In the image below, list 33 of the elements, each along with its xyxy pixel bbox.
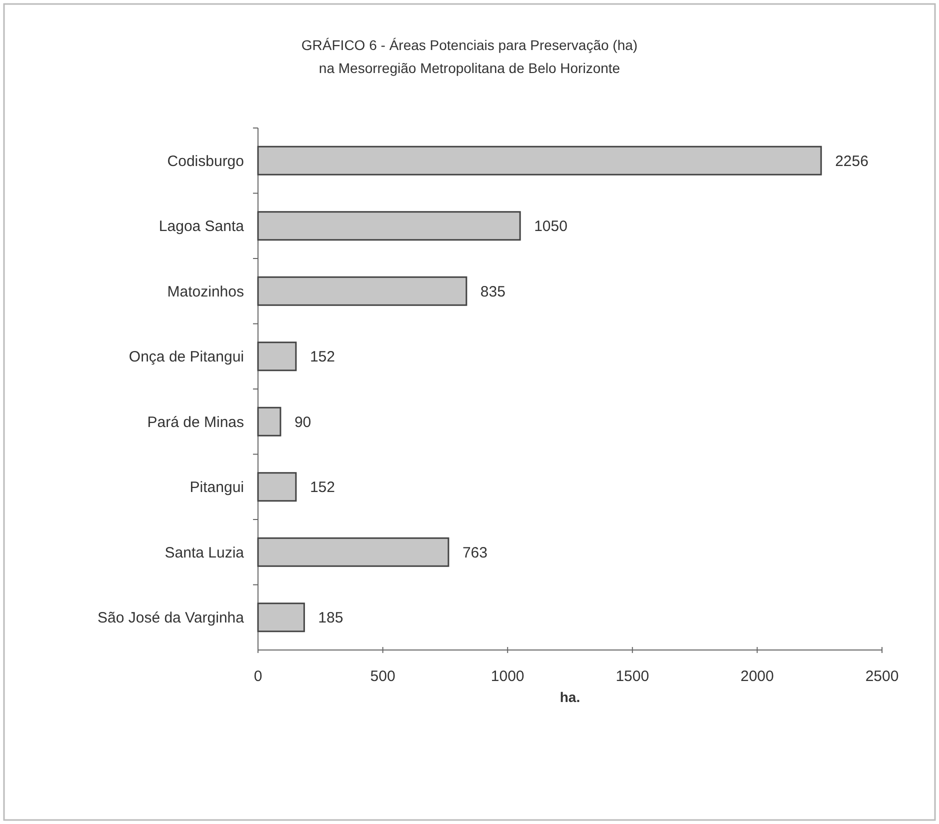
data-label: 90 — [294, 414, 312, 431]
data-label: 2256 — [835, 152, 868, 170]
x-tick-label: 1500 — [616, 668, 650, 685]
y-tick-label: Codisburgo — [167, 152, 244, 170]
y-tick-label: São José da Varginha — [98, 610, 245, 627]
y-tick-label: Pitangui — [190, 479, 244, 496]
x-axis-title: ha. — [560, 689, 580, 705]
data-label: 152 — [310, 479, 335, 496]
data-label: 1050 — [534, 218, 568, 236]
x-tick-label: 1000 — [490, 668, 524, 685]
bar — [257, 537, 450, 567]
data-label: 152 — [310, 348, 335, 366]
x-tick-label: 2000 — [740, 668, 774, 685]
bar — [257, 472, 297, 502]
bar — [257, 602, 305, 632]
bar — [257, 406, 282, 436]
y-tick-label: Pará de Minas — [147, 414, 244, 431]
x-tick-label: 500 — [370, 668, 396, 685]
y-tick-label: Matozinhos — [167, 283, 244, 300]
chart-title: GRÁFICO 6 - Áreas Potenciais para Preservação (ha) — [301, 37, 638, 53]
x-tick-label: 2500 — [865, 668, 899, 685]
chart-subtitle: na Mesorregião Metropolitana de Belo Horizonte — [318, 60, 620, 76]
data-label: 763 — [462, 544, 488, 562]
data-label: 835 — [480, 283, 506, 300]
data-label: 185 — [318, 610, 344, 627]
x-tick-label: 0 — [254, 668, 262, 685]
y-tick-label: Lagoa Santa — [158, 218, 245, 236]
y-tick-label: Onça de Pitangui — [128, 348, 244, 366]
bar — [257, 276, 468, 306]
y-tick-label: Santa Luzia — [164, 544, 245, 562]
bar — [257, 211, 521, 241]
bar — [257, 342, 297, 372]
bar — [257, 146, 822, 176]
